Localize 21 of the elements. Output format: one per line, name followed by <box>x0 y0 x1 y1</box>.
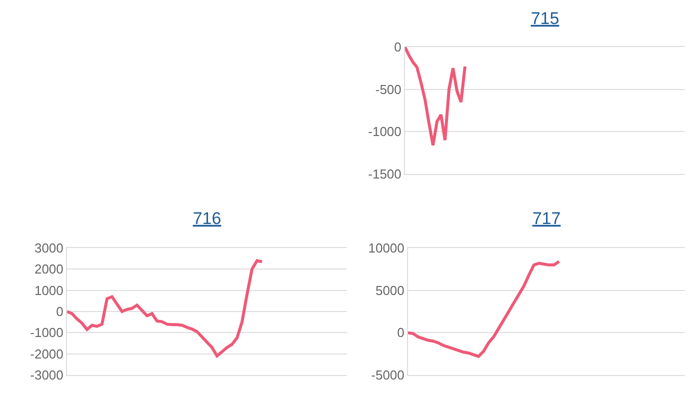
chart-title: 716 <box>192 208 222 228</box>
chart-title: 717 <box>532 208 561 228</box>
y-tick-label: -1000 <box>30 325 64 340</box>
y-tick-label: 0 <box>394 40 402 55</box>
y-tick-label: 3000 <box>34 240 64 256</box>
y-tick-label: 0 <box>56 304 64 320</box>
line-series <box>408 260 561 358</box>
y-tick-label: -5000 <box>371 368 404 383</box>
line-series <box>67 259 264 358</box>
y-tick-label: -3000 <box>30 368 64 383</box>
chart-title: 715 <box>530 8 560 28</box>
y-tick-label: -1000 <box>368 124 402 140</box>
y-tick-label: 2000 <box>34 262 64 277</box>
y-tick-label: 0 <box>397 325 404 340</box>
y-tick-label: -1500 <box>368 166 402 182</box>
y-tick-label: 5000 <box>375 282 404 298</box>
y-tick-label: -2000 <box>30 346 64 362</box>
y-tick-label: -500 <box>375 82 402 97</box>
y-tick-label: 10000 <box>368 240 404 256</box>
line-series <box>405 47 466 147</box>
y-tick-label: 1000 <box>34 282 64 298</box>
